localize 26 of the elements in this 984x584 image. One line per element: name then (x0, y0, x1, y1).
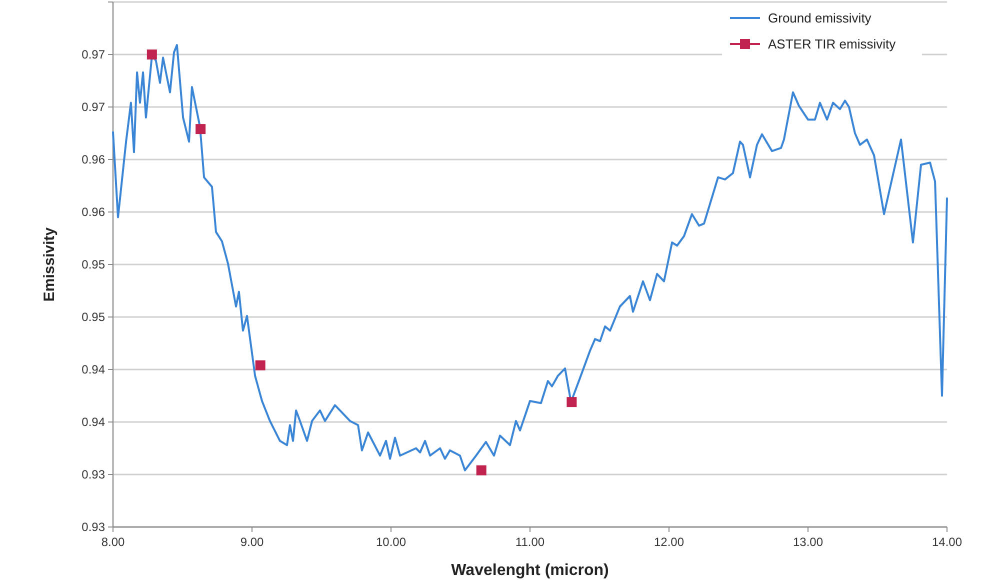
y-tick-label: 0.94 (82, 362, 106, 377)
y-tick-label: 0.93 (82, 468, 106, 482)
y-tick-label: 0.96 (82, 152, 106, 167)
x-tick-label: 11.00 (515, 535, 545, 549)
y-tick-label: 0.93 (82, 520, 106, 534)
point (566, 397, 577, 408)
x-tick-label: 10.00 (376, 535, 406, 549)
point (476, 465, 486, 476)
point (255, 360, 266, 370)
x-tick-label: 14.00 (932, 535, 962, 549)
y-tick-label: 0.96 (82, 205, 106, 220)
y-tick-label: 0.95 (82, 258, 106, 272)
legend-label: Ground emissivity (768, 10, 872, 26)
y-tick-label: 0.94 (82, 415, 106, 430)
point (146, 50, 157, 60)
legend-label: ASTER TIR emissivity (768, 36, 896, 52)
x-tick-label: 13.00 (792, 535, 824, 549)
x-axis-title: Wavelenght (micron) (451, 562, 609, 579)
x-tick-label: 9.00 (240, 535, 264, 549)
y-tick-label: 0.95 (82, 310, 106, 324)
y-axis-title: Emissivity (41, 226, 58, 302)
x-tick-label: 8.00 (101, 535, 125, 549)
y-tick-label: 0.97 (82, 48, 106, 62)
point (196, 124, 206, 134)
y-tick-label: 0.97 (82, 100, 106, 114)
x-tick-label: 12.00 (654, 535, 684, 549)
